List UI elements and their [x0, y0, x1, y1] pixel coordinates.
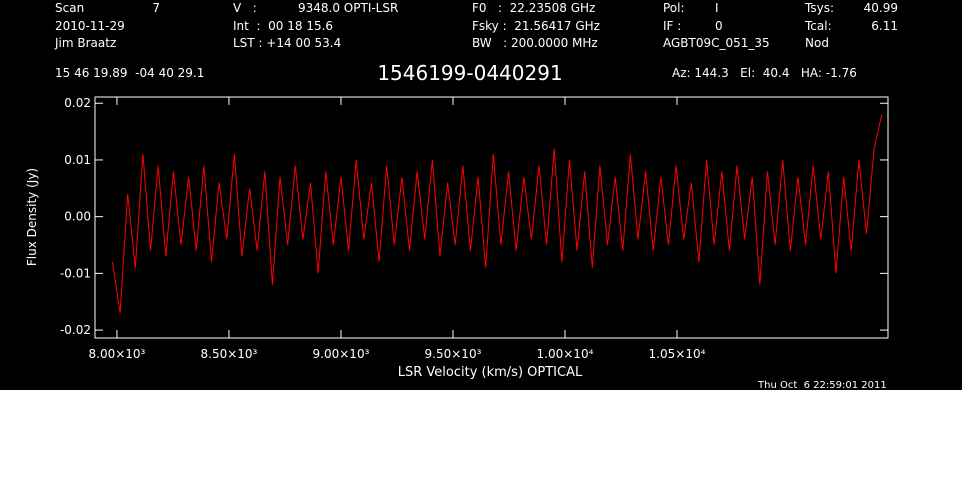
spectrum-line	[111, 114, 883, 314]
x-axis-label: LSR Velocity (km/s) OPTICAL	[398, 365, 583, 380]
annotation: Tcal:	[804, 19, 832, 33]
x-tick-label: 9.50×10³	[425, 347, 482, 361]
annotation: 0	[715, 19, 723, 33]
annotation: Jim Braatz	[54, 36, 116, 50]
annotation: LST : +14 00 53.4	[233, 36, 341, 50]
annotation: 2010-11-29	[55, 19, 125, 33]
annotation: Scan	[55, 1, 84, 15]
annotation: Fsky : 21.56417 GHz	[472, 19, 600, 33]
annotation: Az: 144.3 El: 40.4 HA: -1.76	[672, 66, 857, 80]
annotation: 40.99	[864, 1, 898, 15]
y-tick-label: 0.01	[64, 153, 91, 167]
annotation: F0 : 22.23508 GHz	[472, 1, 595, 15]
annotation: I	[715, 1, 719, 15]
x-tick-label: 1.00×10⁴	[537, 347, 594, 361]
annotation: Nod	[805, 36, 829, 50]
annotation: 9348.0 OPTI-LSR	[298, 1, 398, 15]
annotation: 7	[152, 1, 160, 15]
annotation: Int : 00 18 15.6	[233, 19, 333, 33]
y-tick-label: -0.02	[60, 323, 91, 337]
annotation: 6.11	[871, 19, 898, 33]
annotation: BW : 200.0000 MHz	[472, 36, 598, 50]
y-tick-label: 0.02	[64, 96, 91, 110]
annotation: Tsys:	[804, 1, 834, 15]
y-tick-label: -0.01	[60, 266, 91, 280]
annotation: IF :	[663, 19, 681, 33]
y-tick-label: 0.00	[64, 210, 91, 224]
x-tick-label: 9.00×10³	[313, 347, 370, 361]
x-tick-label: 8.00×10³	[89, 347, 146, 361]
annotation: Pol:	[663, 1, 685, 15]
x-tick-label: 8.50×10³	[201, 347, 258, 361]
annotation: AGBT09C_051_35	[663, 36, 770, 50]
annotation: Thu Oct 6 22:59:01 2011	[757, 380, 887, 391]
axes-frame	[94, 96, 889, 339]
plot-background	[0, 0, 962, 390]
x-tick-label: 1.05×10⁴	[649, 347, 706, 361]
y-axis-label: Flux Density (Jy)	[25, 168, 39, 266]
annotation: V :	[233, 1, 257, 15]
annotation: 15 46 19.89 -04 40 29.1	[55, 66, 204, 80]
chart-title: 1546199-0440291	[377, 61, 562, 85]
